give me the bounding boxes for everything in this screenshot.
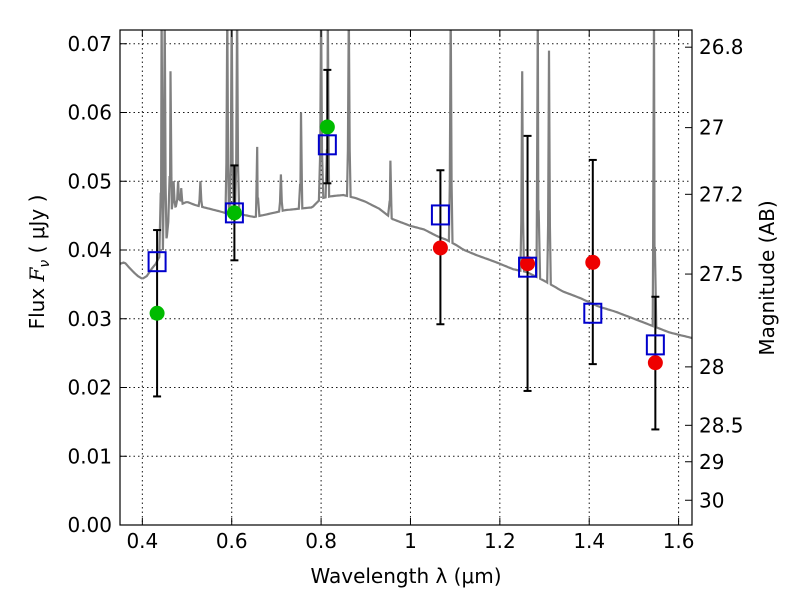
y2-tick-label: 27.5	[699, 262, 744, 286]
x-tick-label: 0.8	[305, 529, 337, 553]
y-axis-label-text: Flux	[25, 281, 49, 329]
model-square	[224, 202, 244, 224]
x-tick-label: 1.4	[573, 529, 605, 553]
model-square	[645, 334, 665, 356]
x-tick-label: 0.4	[126, 529, 158, 553]
plot-frame	[119, 29, 693, 526]
y-axis-label-symbol: F	[25, 266, 49, 282]
x-tick-label: 1.2	[484, 529, 516, 553]
detected-point	[226, 205, 242, 221]
y2-axis: 26.8 27 27.2 27.5 28 28.5 29 30	[685, 35, 744, 512]
x-tick-label: 1	[404, 529, 417, 553]
y2-tick-label: 28.5	[699, 413, 744, 437]
y2-tick-label: 27	[699, 116, 724, 140]
y2-tick-label: 30	[699, 488, 724, 512]
detected-point	[149, 305, 165, 321]
x-axis: 0.4 0.6 0.8 1 1.2 1.4 1.6	[126, 30, 695, 553]
red-point	[585, 254, 601, 270]
y2-tick-label: 28	[699, 355, 724, 379]
y-tick-label: 0.06	[67, 101, 112, 125]
model-square	[317, 134, 337, 156]
red-point	[520, 256, 536, 272]
y-tick-label: 0.00	[67, 513, 112, 537]
model-square	[583, 302, 603, 324]
y-tick-label: 0.01	[67, 444, 112, 468]
model-square	[147, 251, 167, 273]
detected-point	[319, 119, 335, 135]
y2-tick-label: 26.8	[699, 35, 744, 59]
model-photometry	[147, 134, 665, 356]
plot-area	[120, 30, 692, 431]
y-tick-label: 0.05	[67, 169, 112, 193]
x-tick-label: 1.6	[663, 529, 695, 553]
y-tick-label: 0.04	[67, 238, 112, 262]
red-point	[432, 240, 448, 256]
model-square	[430, 204, 450, 226]
red-point	[647, 355, 663, 371]
y-axis: 0.00 0.01 0.02 0.03 0.04 0.05 0.06 0.07	[67, 32, 127, 537]
x-axis-label: Wavelength λ (μm)	[310, 564, 501, 588]
y2-tick-label: 29	[699, 450, 724, 474]
y2-tick-label: 27.2	[699, 182, 744, 206]
y2-axis-label: Magnitude (AB)	[755, 200, 779, 355]
model-square	[518, 256, 538, 278]
y-axis-label-unit: ( μJy )	[25, 195, 49, 260]
y-tick-label: 0.02	[67, 376, 112, 400]
spectrum-line	[120, 30, 692, 340]
observed-points	[149, 119, 663, 371]
y-tick-label: 0.03	[67, 307, 112, 331]
x-tick-label: 0.6	[216, 529, 248, 553]
y-axis-label-sub: ν	[37, 260, 53, 268]
y-axis-label: Flux Fν ( μJy )	[25, 195, 53, 330]
y-tick-label: 0.07	[67, 32, 112, 56]
